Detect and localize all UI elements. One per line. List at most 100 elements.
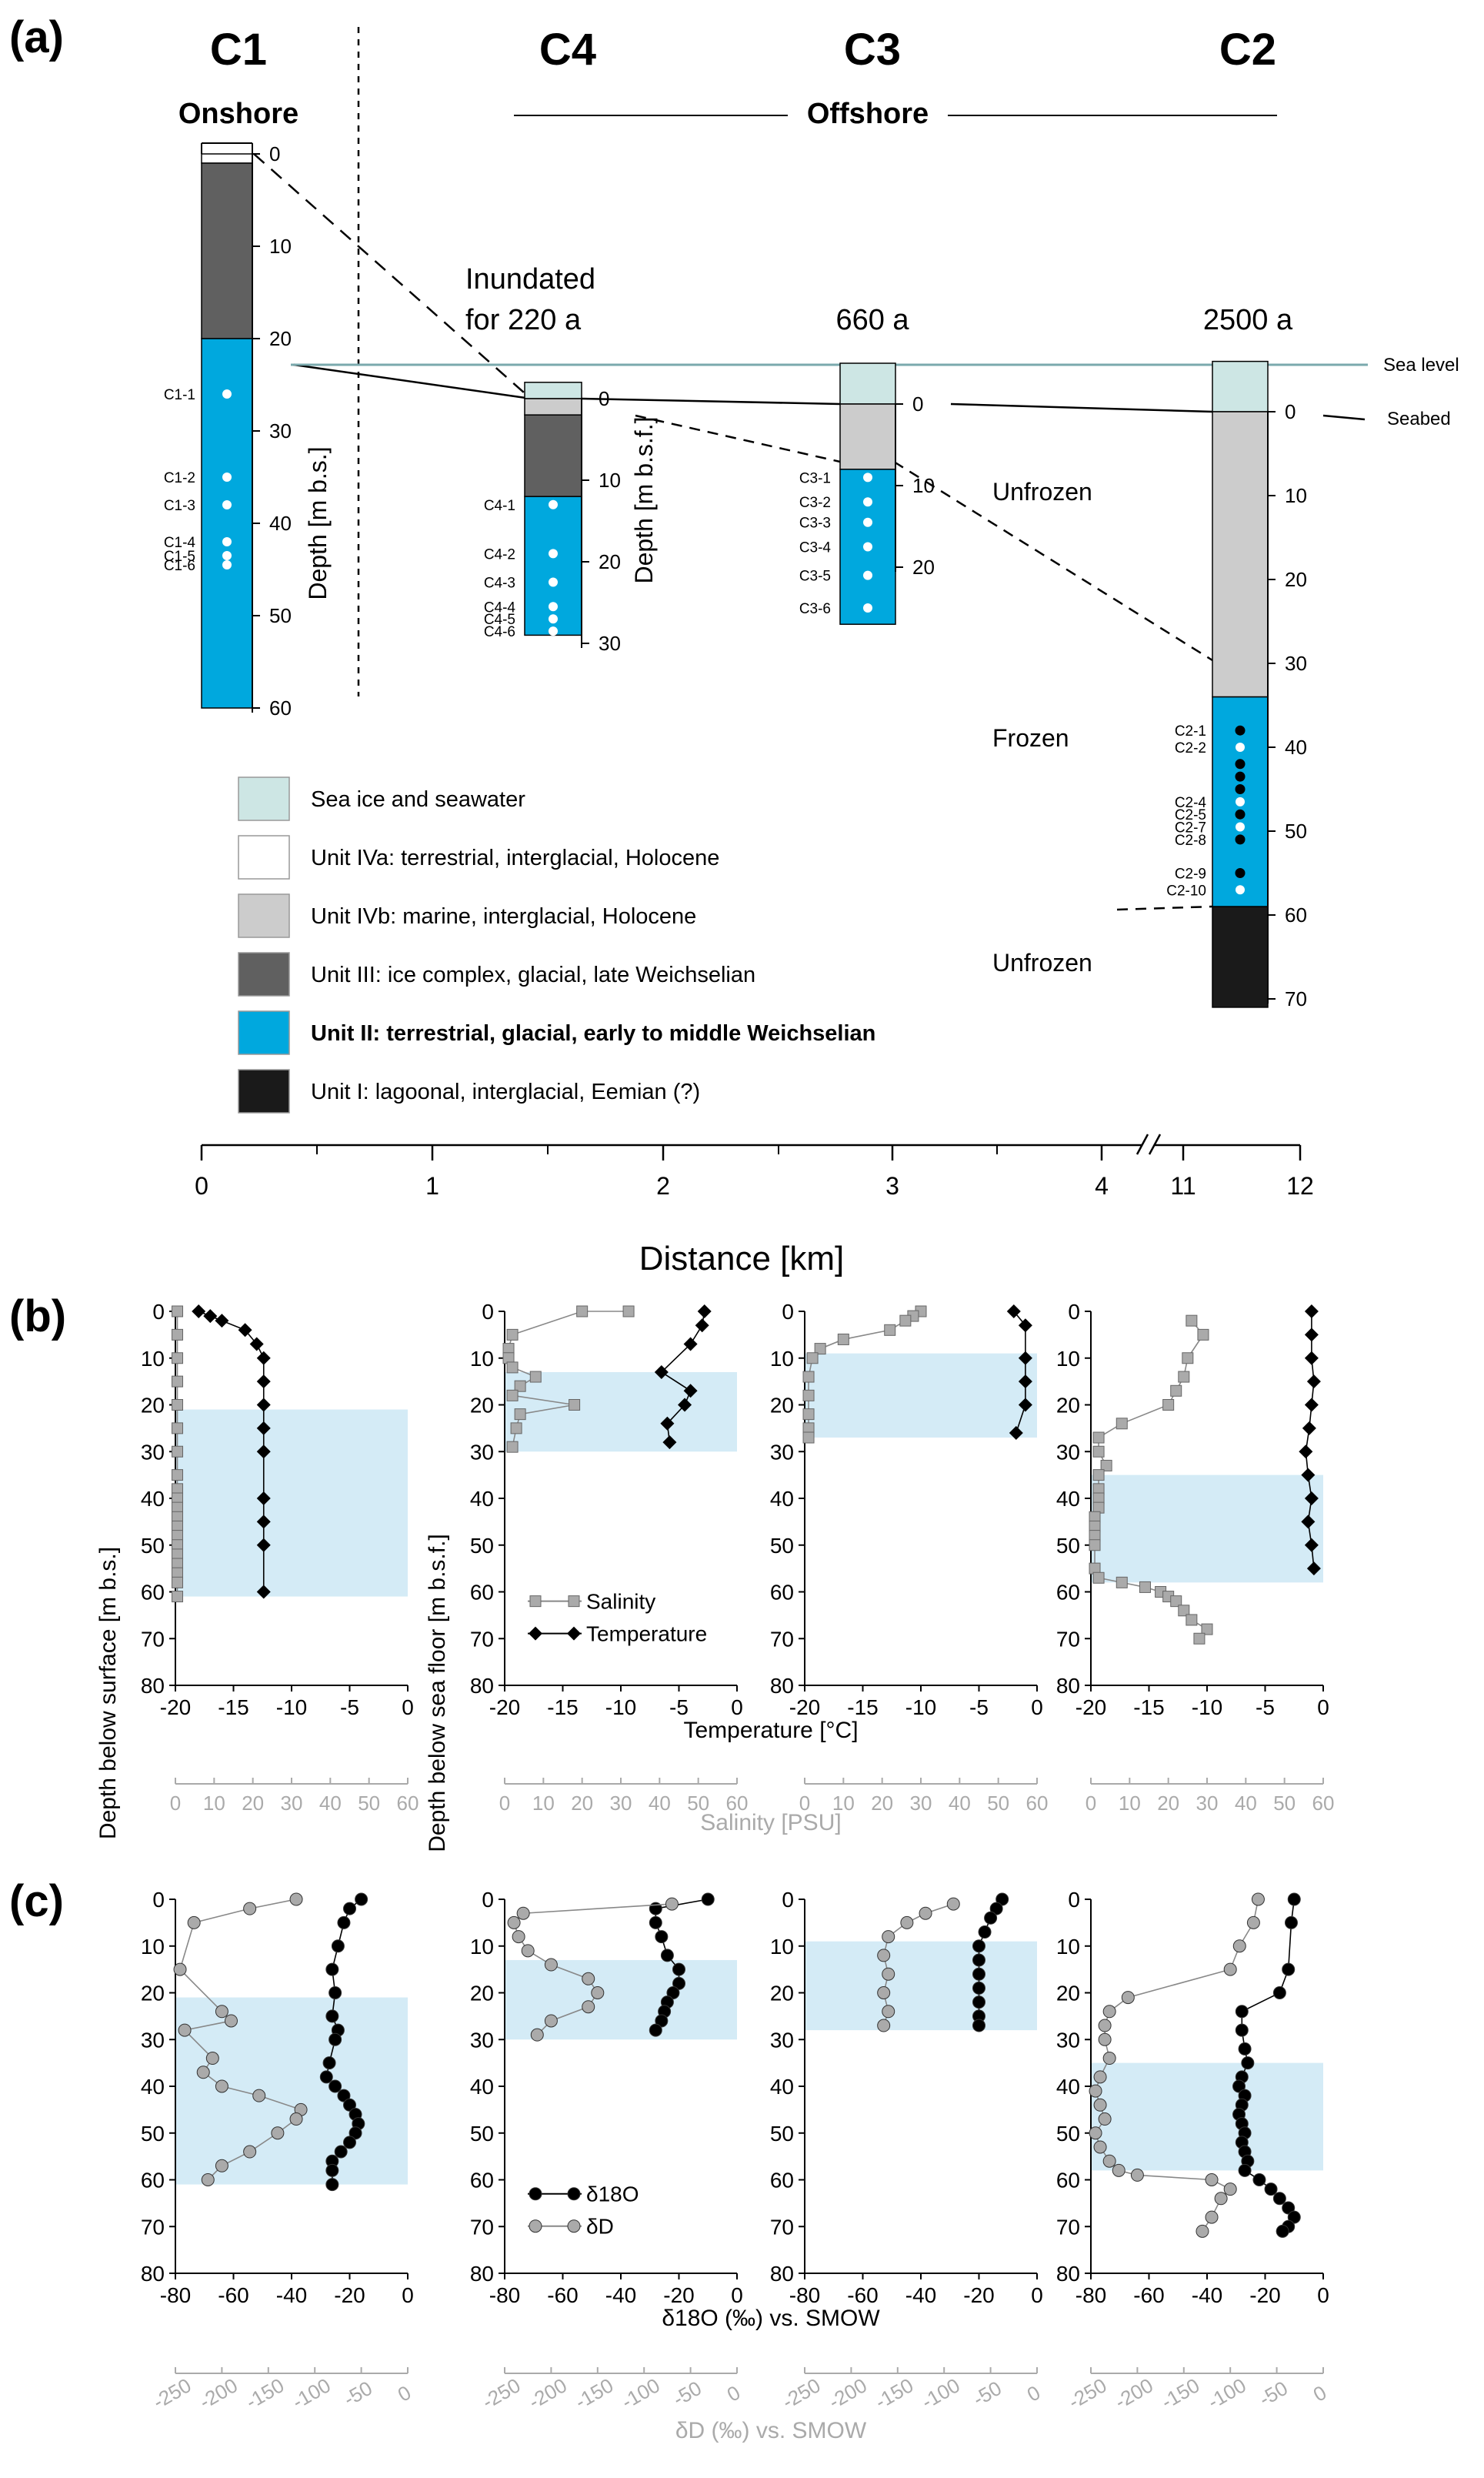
x2tick-c-2-5: 0 [1023, 2381, 1045, 2406]
point-c-3-0-6 [1238, 2042, 1252, 2056]
sample-marker-c4-5 [549, 626, 558, 636]
point-c-3-1-21 [1205, 2210, 1219, 2224]
point-b-0-0-2 [215, 1314, 229, 1328]
point-c-0-1-6 [178, 2023, 192, 2037]
sample-label-c3-3: C3-4 [799, 540, 832, 556]
x2tick-c-2-0: -250 [778, 2373, 824, 2413]
ytick-b-1-0: 0 [482, 1300, 494, 1324]
point-c-3-1-22 [1196, 2224, 1209, 2238]
sample-marker-c3-3 [863, 542, 872, 552]
point-c-1-1-9 [544, 2014, 558, 2028]
point-b-3-1-19 [1092, 1571, 1105, 1584]
seabed-label: Seabed [1387, 409, 1451, 429]
point-b-1-1-2 [506, 1328, 519, 1341]
core-label-c3: C3 [844, 25, 901, 75]
point-c-0-0-16 [348, 2126, 362, 2140]
point-b-3-0-5 [1302, 1421, 1316, 1435]
ytick-c-3-2: 20 [1056, 1982, 1080, 2005]
legend-swatch-unit_iva [238, 835, 290, 880]
x2tick-c-0-5: 0 [394, 2381, 415, 2406]
sample-marker-c2-1 [1236, 743, 1245, 752]
point-c-0-1-4 [215, 2005, 228, 2019]
core-c3-depth-tick-0: 0 [912, 392, 923, 416]
point-b-3-0-9 [1301, 1515, 1316, 1529]
core-c1-unit-0 [201, 153, 253, 164]
core-c4-unit-2 [524, 414, 582, 497]
point-c-3-1-18 [1205, 2173, 1219, 2186]
core-c1-depth-tick-5: 50 [269, 604, 292, 627]
legend-text-b-1: Temperature [586, 1622, 707, 1646]
ytick-b-0-8: 80 [141, 1674, 165, 1698]
xtick-c-2-4: 0 [1031, 2283, 1043, 2307]
core-c2-depth-tick-2: 20 [1285, 568, 1307, 591]
point-c-3-1-10 [1089, 2084, 1102, 2098]
ytick-c-1-0: 0 [482, 1888, 494, 1912]
ytick-b-3-2: 20 [1056, 1394, 1080, 1418]
point-b-0-0-13 [256, 1585, 271, 1599]
point-b-2-0-1 [1018, 1318, 1032, 1333]
unit-ii-shade-b-c1 [175, 1409, 408, 1597]
ytick-c-3-7: 70 [1056, 2215, 1080, 2239]
x2tick-c-3-5: 0 [1309, 2381, 1331, 2406]
point-c-0-1-13 [271, 2126, 285, 2140]
sample-marker-c1-2 [222, 500, 232, 509]
point-c-2-0-7 [972, 1981, 985, 1995]
x2tick-c-3-2: -150 [1157, 2373, 1203, 2413]
distance-tick-3: 3 [885, 1172, 899, 1200]
x2tick-b-3-5: 50 [1273, 1792, 1296, 1815]
sample-label-c4-1: C4-2 [484, 546, 515, 563]
core-column-c4: 0 10 20 30 C4-1 C4-2 C4-3 C4-4C4-5C4-6 [484, 382, 621, 655]
sample-label-c3-1: C3-2 [799, 495, 831, 511]
x2tick-c-1-3: -100 [618, 2373, 664, 2413]
ytick-b-2-1: 10 [770, 1347, 794, 1371]
legend-label-unit_iva: Unit IVa: terrestrial, interglacial, Hol… [311, 846, 719, 870]
point-b-0-1-19 [172, 1591, 184, 1603]
core-c4-depth-tick-3: 30 [599, 632, 621, 655]
point-c-0-0-0 [355, 1892, 368, 1906]
point-b-0-1-5 [172, 1422, 184, 1434]
legend-swatch-unit_iii [238, 952, 290, 997]
point-c-0-1-5 [224, 2014, 238, 2028]
point-c-0-1-9 [215, 2079, 228, 2093]
point-b-1-1-0 [622, 1305, 635, 1317]
point-c-3-1-9 [1093, 2070, 1107, 2084]
ytick-b-0-2: 20 [141, 1394, 165, 1418]
legend-marker-b-0b [568, 1595, 580, 1608]
legend-marker-b-1b [567, 1626, 581, 1641]
sample-marker-c2-5 [1236, 796, 1245, 807]
point-b-1-0-5 [678, 1398, 692, 1412]
core-c4-unit-3 [524, 496, 582, 636]
x2tick-b-2-2: 20 [871, 1792, 893, 1815]
core-c4-depth-tick-0: 0 [599, 387, 609, 410]
ytick-c-3-6: 60 [1056, 2169, 1080, 2192]
point-b-0-1-6 [172, 1445, 184, 1458]
point-c-2-1-0 [946, 1897, 960, 1911]
x2tick-b-0-4: 40 [319, 1792, 342, 1815]
unfrozen-top-label: Unfrozen [992, 478, 1092, 506]
legend-swatch-unit_ivb [238, 893, 290, 938]
point-c-1-0-11 [649, 2023, 662, 2037]
point-c-3-0-2 [1282, 1962, 1296, 1976]
point-c-3-1-16 [1112, 2163, 1126, 2177]
point-c-2-0-8 [972, 1995, 985, 2009]
point-c-0-1-8 [196, 2066, 210, 2079]
sample-marker-c2-10 [1236, 885, 1245, 895]
core-c3-depth-tick-2: 20 [912, 556, 935, 579]
unit-ii-shade-b-c3 [805, 1353, 1037, 1438]
point-c-3-1-6 [1098, 2019, 1112, 2032]
point-c-0-0-6 [325, 2009, 339, 2023]
xtick-b-3-0: -20 [1075, 1695, 1106, 1719]
point-c-1-1-8 [582, 2000, 595, 2014]
point-c-2-0-4 [972, 1939, 985, 1953]
xtick-c-2-3: -20 [963, 2283, 994, 2307]
core-c1-depth-tick-1: 10 [269, 235, 292, 258]
point-b-3-0-2 [1304, 1351, 1319, 1365]
panel-label-a: (a) [9, 12, 64, 62]
legend-label-unit_ii: Unit II: terrestrial, glacial, early to … [311, 1021, 875, 1046]
sample-marker-c2-2 [1235, 759, 1246, 770]
x2tick-b-3-0: 0 [1085, 1792, 1096, 1815]
offshore-label: Offshore [807, 98, 929, 130]
point-c-3-1-11 [1093, 2098, 1107, 2112]
